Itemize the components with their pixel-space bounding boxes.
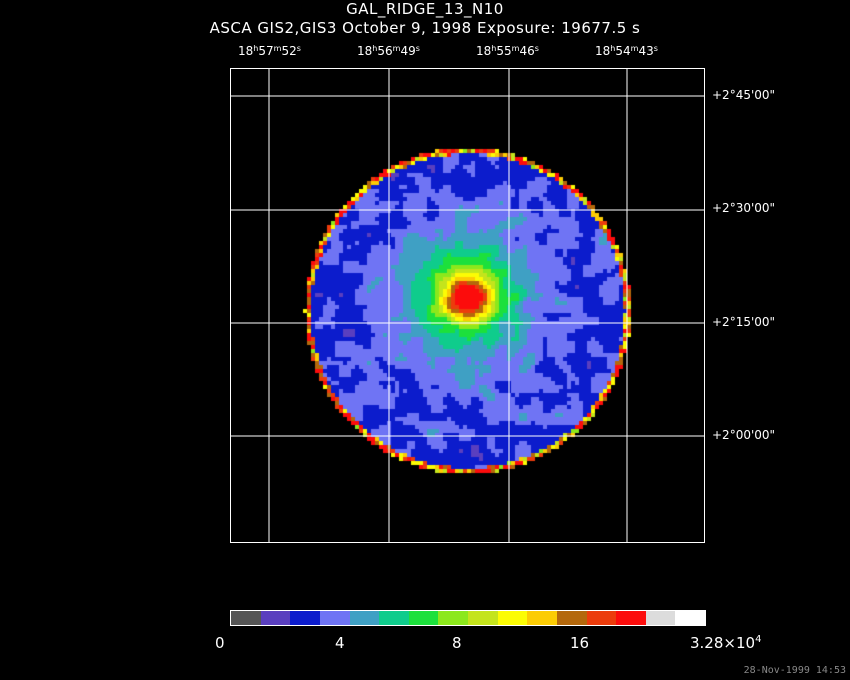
colorbar-segment xyxy=(319,611,350,625)
colorbar-tick-16: 16 xyxy=(570,634,590,652)
colorbar-segment xyxy=(586,611,617,625)
colorbar-tick-0: 0 xyxy=(215,634,225,652)
colorbar-segment xyxy=(379,611,409,625)
observation-subtitle: ASCA GIS2,GIS3 October 9, 1998 Exposure:… xyxy=(209,19,641,37)
colorbar-segment xyxy=(290,611,320,625)
dec-label-4: +2°00'00" xyxy=(712,428,776,442)
ra-label-1: 18h57m52s xyxy=(238,44,301,58)
ra-label-3: 18h55m46s xyxy=(476,44,539,58)
colorbar xyxy=(230,610,706,626)
dec-label-1: +2°45'00" xyxy=(712,88,776,102)
colorbar-tick-4: 4 xyxy=(335,634,345,652)
ra-label-4: 18h54m43s xyxy=(595,44,658,58)
colorbar-segment xyxy=(675,611,705,625)
colorbar-segment xyxy=(349,611,380,625)
colorbar-segment xyxy=(497,611,528,625)
colorbar-tick-max: 3.28×104 xyxy=(690,634,762,652)
image-title: GAL_RIDGE_13_N10 xyxy=(346,0,504,18)
coordinate-grid xyxy=(231,69,704,542)
colorbar-segment xyxy=(556,611,587,625)
colorbar-segment xyxy=(645,611,676,625)
colorbar-segment xyxy=(260,611,291,625)
xray-image-frame xyxy=(230,68,705,543)
colorbar-segment xyxy=(408,611,439,625)
colorbar-segment xyxy=(231,611,261,625)
dec-label-3: +2°15'00" xyxy=(712,315,776,329)
xray-count-map xyxy=(231,69,704,542)
timestamp: 28-Nov-1999 14:53 xyxy=(743,665,846,676)
colorbar-segment xyxy=(527,611,557,625)
colorbar-tick-8: 8 xyxy=(452,634,462,652)
dec-label-2: +2°30'00" xyxy=(712,201,776,215)
colorbar-segment xyxy=(438,611,468,625)
colorbar-segment xyxy=(468,611,498,625)
ra-label-2: 18h56m49s xyxy=(357,44,420,58)
colorbar-segment xyxy=(616,611,646,625)
